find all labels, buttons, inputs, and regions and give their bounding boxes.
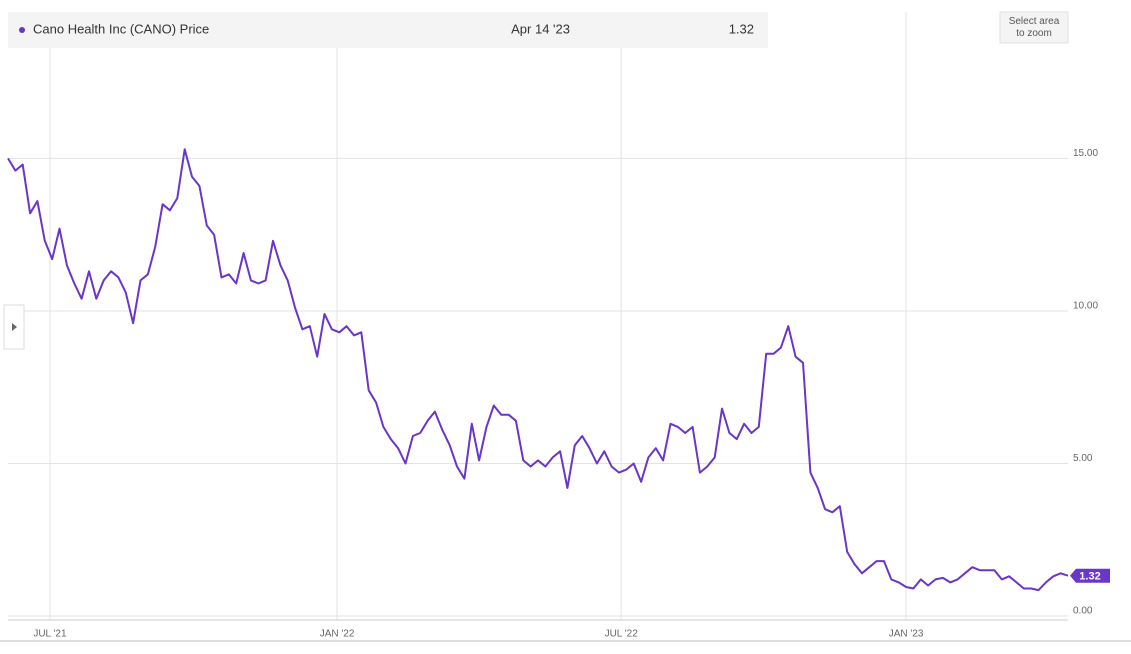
x-tick-label: JAN '23 (889, 629, 924, 640)
zoom-hint: Select area to zoom (1009, 16, 1060, 39)
last-value-badge (1070, 568, 1110, 583)
x-tick-label: JUL '22 (605, 629, 639, 640)
y-tick-label: 0.00 (1073, 606, 1093, 617)
tooltip-bar (8, 12, 768, 48)
x-tick-label: JAN '22 (320, 629, 355, 640)
y-tick-label: 5.00 (1073, 453, 1093, 464)
price-line (7, 148, 1069, 592)
tooltip-value: 1.32 (729, 21, 754, 36)
zoom-hint-box[interactable] (999, 11, 1069, 44)
toggle-arrow (12, 323, 17, 331)
y-tick-label: 10.00 (1073, 301, 1098, 312)
x-tick-label: JUL '21 (33, 629, 67, 640)
tooltip-date: Apr 14 '23 (511, 21, 570, 36)
legend-label: Cano Health Inc (CANO) Price (33, 21, 209, 36)
legend-dot (19, 27, 25, 33)
last-value-label: 1.32 (1079, 571, 1100, 583)
y-tick-label: 15.00 (1073, 148, 1098, 159)
